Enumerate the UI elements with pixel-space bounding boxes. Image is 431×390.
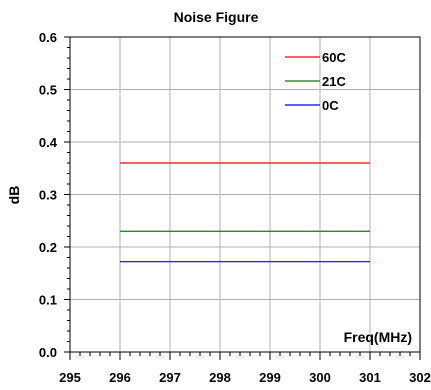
x-tick-label-301: 301	[359, 370, 381, 385]
x-tick-label-299: 299	[259, 370, 281, 385]
series-lines	[120, 162, 370, 263]
legend-label-60C: 60C	[322, 50, 346, 65]
chart-title: Noise Figure	[174, 9, 259, 25]
x-tick-label-295: 295	[59, 370, 81, 385]
y-tick-label-5: 0.5	[39, 83, 57, 98]
y-tick-label-1: 0.1	[39, 293, 57, 308]
grid-lines	[70, 37, 420, 352]
x-tick-label-300: 300	[309, 370, 331, 385]
x-tick-label-298: 298	[209, 370, 231, 385]
y-tick-label-4: 0.4	[39, 135, 58, 150]
legend-label-21C: 21C	[322, 74, 346, 89]
y-tick-label-0: 0.0	[39, 345, 57, 360]
legend-label-0C: 0C	[322, 98, 339, 113]
x-tick-labels: 295 296 297 298 299 300 301 302	[59, 370, 431, 385]
y-axis-label: dB	[6, 186, 22, 205]
axis-ticks	[64, 36, 421, 360]
x-tick-label-297: 297	[159, 370, 181, 385]
x-tick-label-296: 296	[109, 370, 131, 385]
y-tick-labels: 0.0 0.1 0.2 0.3 0.4 0.5 0.6	[39, 30, 58, 360]
y-tick-label-2: 0.2	[39, 240, 57, 255]
y-tick-label-3: 0.3	[39, 188, 57, 203]
x-axis-label: Freq(MHz)	[344, 329, 412, 345]
x-tick-label-302: 302	[409, 370, 431, 385]
y-tick-label-6: 0.6	[39, 30, 57, 45]
legend: 60C 21C 0C	[285, 50, 346, 113]
